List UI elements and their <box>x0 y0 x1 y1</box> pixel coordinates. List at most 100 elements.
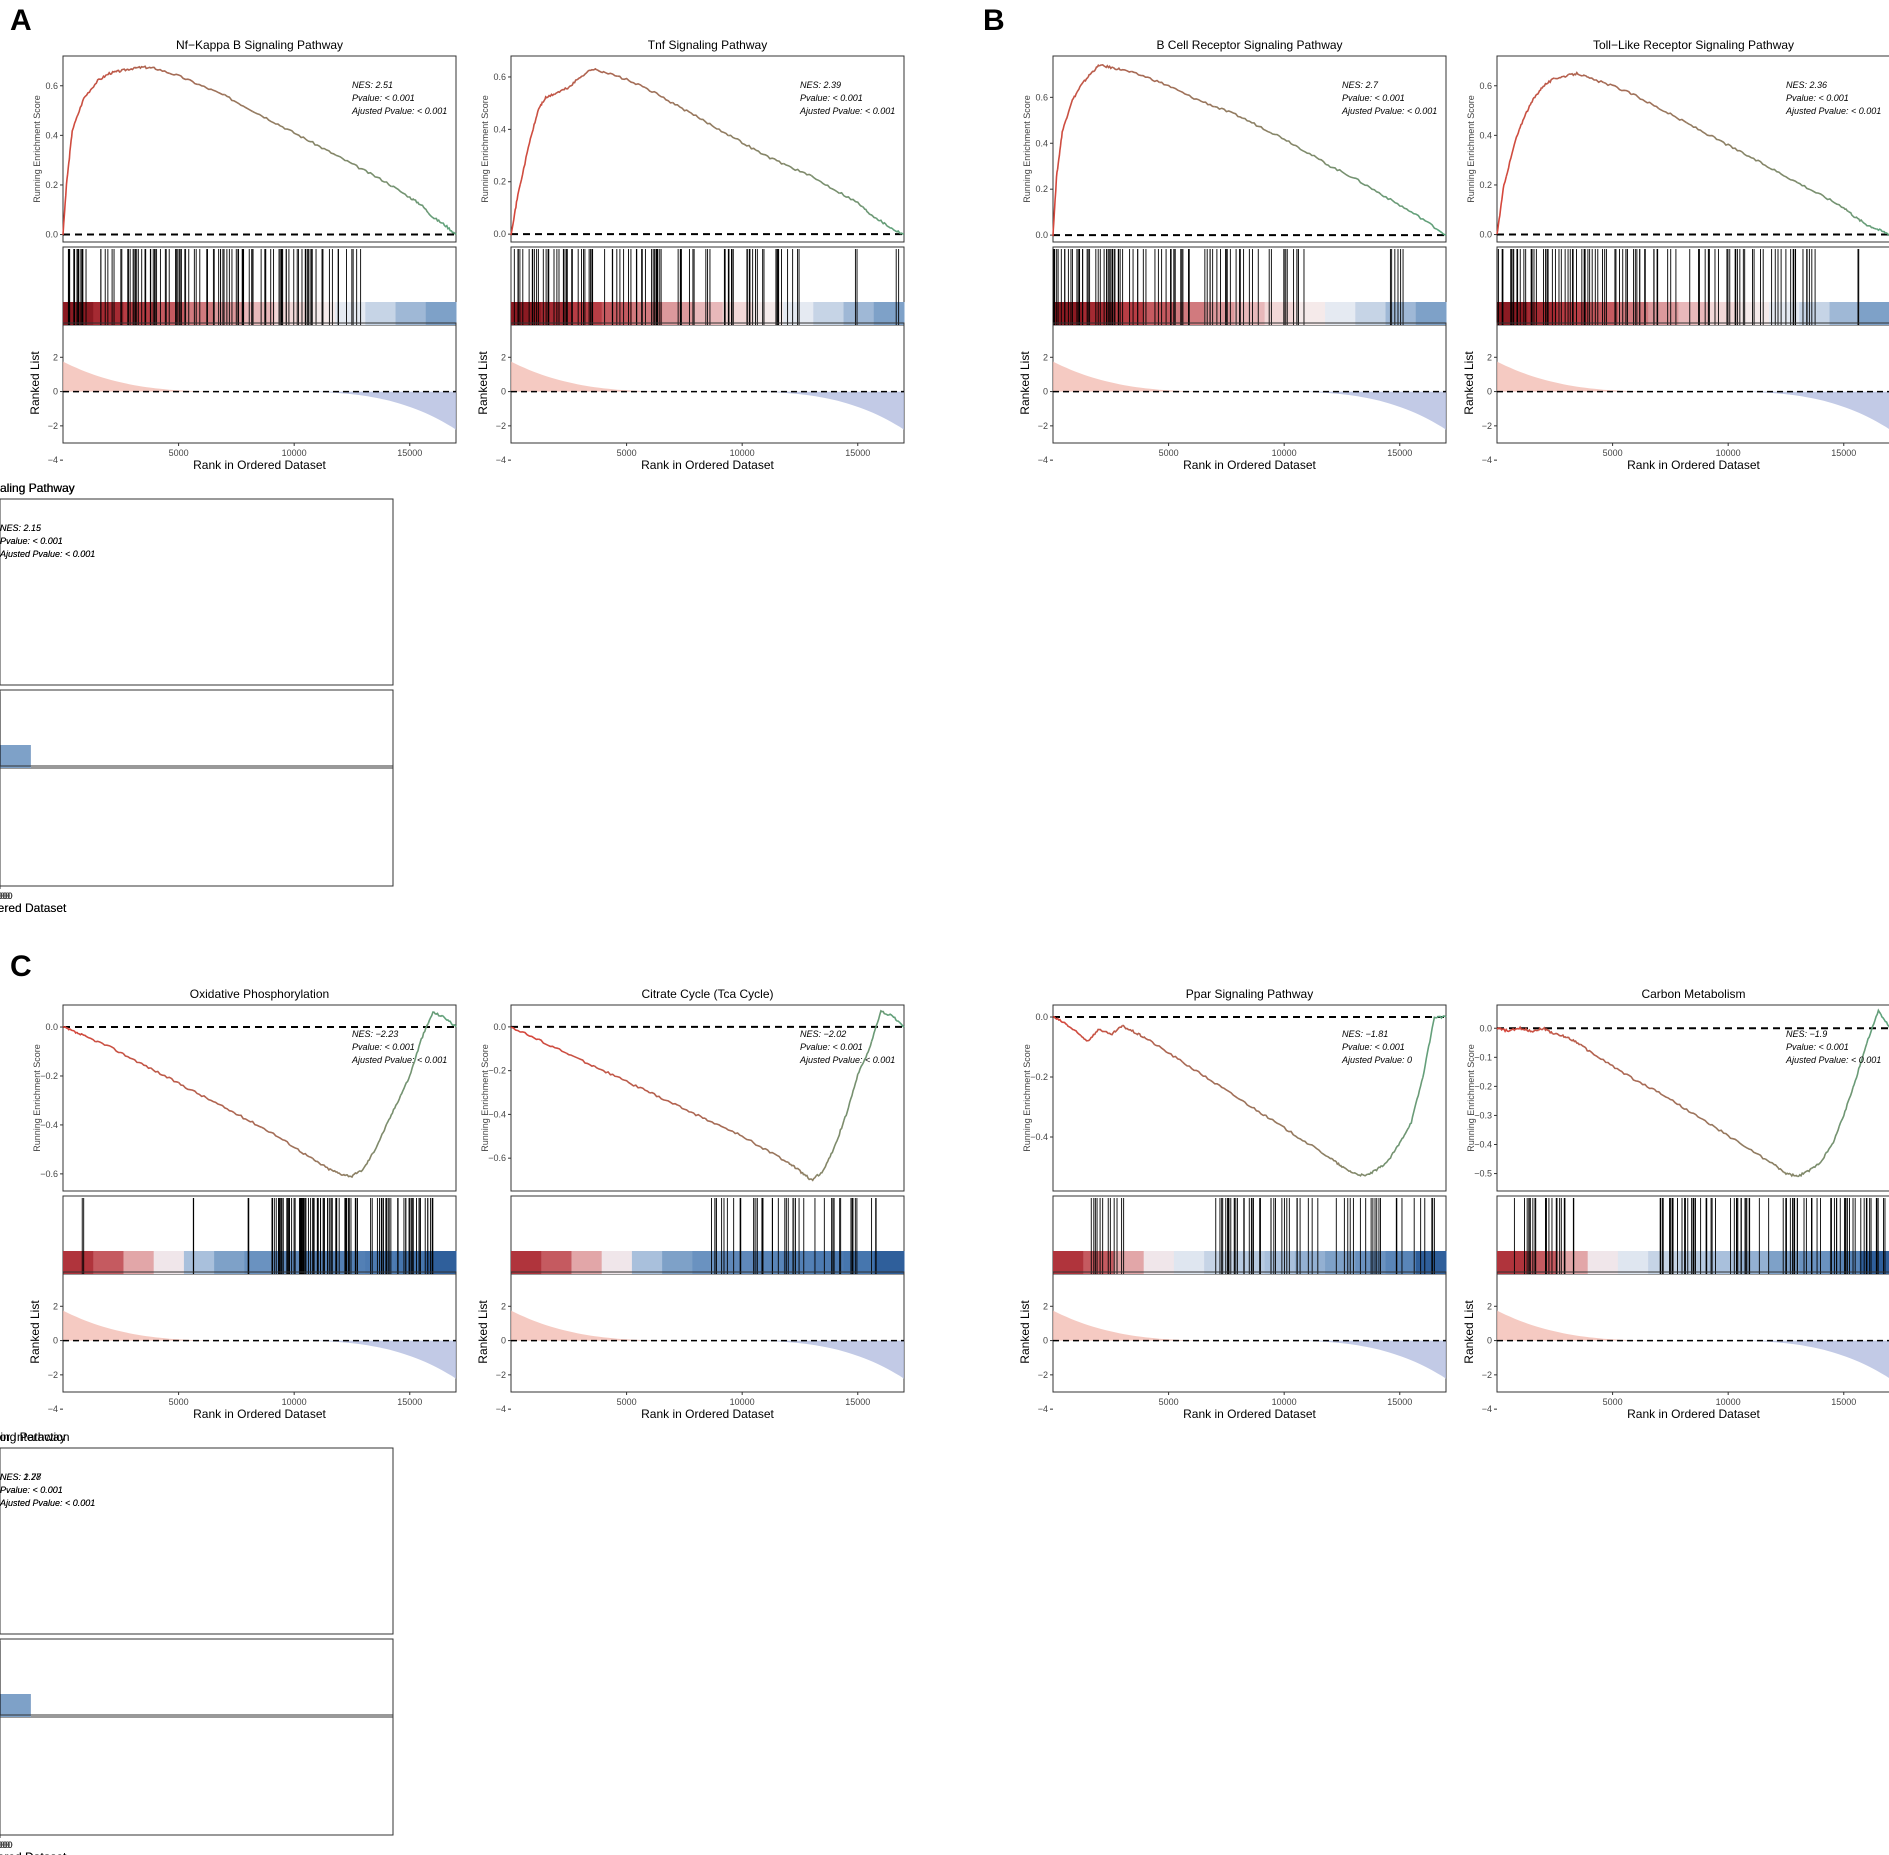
es-axis-label: Running Enrichment Score <box>32 1044 42 1152</box>
adjusted-pvalue-label: Ajusted Pvalue: < 0.001 <box>0 1498 95 1508</box>
es-curve <box>280 125 309 142</box>
adjusted-pvalue-label: Ajusted Pvalue: < 0.001 <box>799 1055 895 1065</box>
y-tick-label: 0.6 <box>1035 92 1048 102</box>
es-curve <box>1736 1140 1766 1160</box>
es-curve <box>596 69 618 77</box>
color-bar-segment <box>1648 302 1679 325</box>
ranked-y-tick-label: 0 <box>53 1336 58 1346</box>
y-tick-label: −0.5 <box>1474 1169 1492 1179</box>
es-curve <box>1579 1043 1600 1059</box>
pvalue-label: Pvalue: < 0.001 <box>0 536 63 546</box>
x-tick-label: 10000 <box>282 1397 307 1407</box>
panel-letter-b: B <box>983 4 1005 37</box>
es-curve <box>875 217 891 229</box>
es-curve <box>566 1052 595 1067</box>
x-tick-label: 5000 <box>1603 1397 1623 1407</box>
color-bar-segment <box>304 302 336 325</box>
es-curve <box>1541 77 1555 89</box>
es-curve <box>62 174 69 235</box>
x-tick-label: 10000 <box>730 1397 755 1407</box>
ranked-positive <box>1497 1310 1674 1341</box>
es-curve <box>1325 163 1354 179</box>
color-bar-segment <box>0 1694 31 1717</box>
x-tick-label: 5000 <box>0 891 10 901</box>
ranked-axis-label: Ranked List <box>0 0 32 3</box>
color-bar-segment <box>93 1251 124 1274</box>
color-bar-segment <box>571 302 603 325</box>
es-curve <box>134 65 149 70</box>
es-curve <box>106 69 122 76</box>
es-curve <box>1568 71 1583 77</box>
ranked-negative <box>1713 391 1889 429</box>
es-curve <box>66 116 78 175</box>
x-tick-label: 15000 <box>845 448 870 458</box>
gsea-plot: Jak−Stat Signaling Pathway 0.0 0.2 0.4 NES: … <box>0 0 394 915</box>
y-tick-label: 0.4 <box>45 130 58 140</box>
ranked-negative <box>279 391 456 430</box>
es-curve <box>1056 119 1067 170</box>
es-curve <box>1876 228 1889 237</box>
es-curve <box>1436 228 1447 236</box>
color-bar-segment <box>1769 1251 1800 1274</box>
x-tick-label: 5000 <box>0 891 10 901</box>
x-tick-label: 10000 <box>0 1840 13 1850</box>
es-curve <box>335 154 364 170</box>
color-bar-segment <box>1708 1251 1740 1274</box>
es-curve <box>1052 169 1059 237</box>
color-bar-segment <box>541 1251 572 1274</box>
x-axis-label: Rank in Ordered Dataset <box>1183 1407 1316 1421</box>
es-curve <box>843 1073 859 1121</box>
es-curve <box>372 1123 388 1154</box>
es-curve <box>413 1022 429 1063</box>
es-curve <box>1367 1165 1382 1176</box>
es-curve <box>1537 1026 1554 1035</box>
es-curve <box>1658 107 1688 124</box>
nes-label: NES: 2.51 <box>352 80 393 90</box>
gsea-plot: Oxidative Phosphorylation 0.0 −0.2 −0.4 −0.6… <box>28 987 457 1421</box>
color-bar-segment <box>425 1251 457 1274</box>
color-bar-segment <box>752 1251 784 1274</box>
es-curve <box>617 75 646 89</box>
es-curve <box>1339 1164 1354 1174</box>
adjusted-pvalue-label: Ajusted Pvalue: < 0.001 <box>799 106 895 116</box>
y-tick-label: 0.0 <box>45 1022 58 1032</box>
y-tick-label: −0.2 <box>40 1071 58 1081</box>
pvalue-label: Pvalue: < 0.001 <box>0 536 63 546</box>
x-tick-label: 15000 <box>845 1397 870 1407</box>
adjusted-pvalue-label: Ajusted Pvalue: < 0.001 <box>1785 106 1881 116</box>
es-curve <box>1076 76 1089 93</box>
es-curve <box>414 199 429 214</box>
es-curve <box>62 1025 78 1035</box>
gsea-plot: Carbon Metabolism 0.0 −0.1 −0.2 −0.3 −0.4 −0.5… <box>1462 987 1889 1421</box>
es-axis-label: Running Enrichment Score <box>480 1044 490 1152</box>
es-curve <box>95 1040 124 1055</box>
x-axis-label: Rank in Ordered Dataset <box>193 1407 326 1421</box>
es-curve <box>1838 1087 1854 1127</box>
es-curve <box>815 1156 831 1177</box>
es-curve <box>801 1171 817 1182</box>
color-bar-segment <box>511 302 542 325</box>
adjusted-pvalue-label: Ajusted Pvalue: 0 <box>1341 1055 1412 1065</box>
pvalue-label: Pvalue: < 0.001 <box>0 1485 63 1495</box>
es-curve <box>1131 70 1160 84</box>
es-curve <box>1709 1123 1738 1142</box>
color-bar-segment <box>335 1251 366 1274</box>
es-curve <box>261 1126 291 1146</box>
ranked-y-tick-label: −4 <box>48 1404 58 1414</box>
es-curve <box>704 1117 734 1133</box>
es-curve <box>1686 122 1715 138</box>
x-axis-label: Rank in Ordered Dataset <box>0 901 67 915</box>
es-curve <box>178 1081 207 1099</box>
es-curve <box>1681 1106 1711 1126</box>
gsea-plot: Citrate Cycle (Tca Cycle) 0.0 −0.2 −0.4 −0.6… <box>476 987 905 1421</box>
es-curve <box>532 101 544 130</box>
ranked-y-tick-label: −4 <box>496 1404 506 1414</box>
ranked-negative <box>727 1340 904 1379</box>
es-curve <box>1353 177 1382 196</box>
ranked-axis-label: Ranked List <box>0 0 32 3</box>
color-bar-segment <box>843 1251 875 1274</box>
es-curve <box>1866 1008 1882 1044</box>
color-bar-segment <box>873 302 905 325</box>
plot-title: Tnf Signaling Pathway <box>648 38 767 52</box>
ranked-y-tick-label: −4 <box>496 455 506 465</box>
